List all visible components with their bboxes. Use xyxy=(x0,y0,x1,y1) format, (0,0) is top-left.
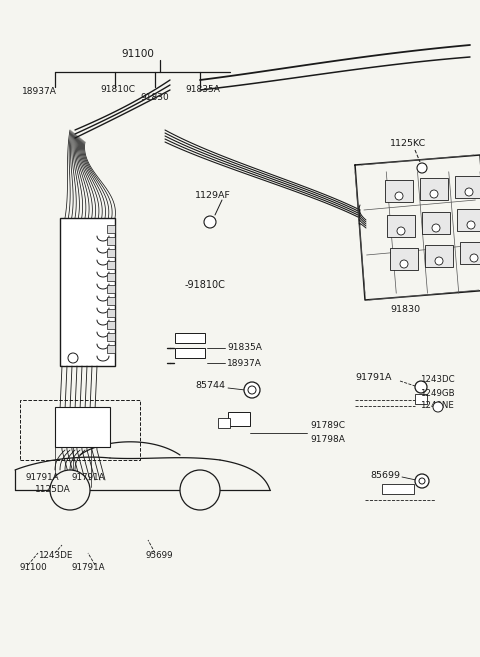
Text: 91791A: 91791A xyxy=(25,472,59,482)
Text: 1243DC: 1243DC xyxy=(420,376,455,384)
Text: 1249NE: 1249NE xyxy=(420,401,454,411)
Text: 91791A: 91791A xyxy=(355,373,392,382)
Text: 91798A: 91798A xyxy=(310,436,345,445)
Circle shape xyxy=(400,260,408,268)
Bar xyxy=(107,237,115,245)
Text: 85744: 85744 xyxy=(195,380,225,390)
Circle shape xyxy=(50,470,90,510)
Bar xyxy=(460,242,480,264)
Text: 1125KC: 1125KC xyxy=(390,139,426,148)
Text: 1129AF: 1129AF xyxy=(195,191,231,200)
Circle shape xyxy=(432,224,440,232)
Circle shape xyxy=(470,254,478,262)
Text: 1249GB: 1249GB xyxy=(420,388,455,397)
Text: 91791A: 91791A xyxy=(72,564,106,572)
Text: 91789C: 91789C xyxy=(310,420,345,430)
Bar xyxy=(415,394,427,404)
Text: 85699: 85699 xyxy=(370,470,400,480)
Bar xyxy=(107,345,115,353)
Bar xyxy=(382,484,414,494)
Bar xyxy=(107,285,115,293)
Circle shape xyxy=(180,470,220,510)
Bar xyxy=(107,261,115,269)
Bar xyxy=(107,249,115,257)
Bar xyxy=(107,333,115,341)
Bar xyxy=(455,176,480,198)
Circle shape xyxy=(244,382,260,398)
Text: 91810C: 91810C xyxy=(100,85,135,93)
Circle shape xyxy=(415,474,429,488)
Bar xyxy=(107,321,115,329)
Bar xyxy=(55,407,110,447)
Bar xyxy=(107,297,115,305)
Circle shape xyxy=(433,402,443,412)
Bar xyxy=(425,245,453,267)
Circle shape xyxy=(248,386,256,394)
Text: 1243DE: 1243DE xyxy=(38,551,72,560)
Text: 91100: 91100 xyxy=(20,564,48,572)
Bar xyxy=(457,209,480,231)
Bar xyxy=(422,212,450,234)
Text: 18937A: 18937A xyxy=(227,359,262,367)
Text: 91100: 91100 xyxy=(121,49,155,59)
Bar xyxy=(175,333,205,343)
Text: 91830: 91830 xyxy=(140,93,169,101)
Circle shape xyxy=(204,216,216,228)
Circle shape xyxy=(435,257,443,265)
Bar xyxy=(107,309,115,317)
Circle shape xyxy=(397,227,405,235)
Bar xyxy=(390,248,418,270)
Circle shape xyxy=(68,353,78,363)
Bar xyxy=(385,180,413,202)
Text: 18937A: 18937A xyxy=(22,87,57,97)
Bar xyxy=(20,400,140,460)
Bar xyxy=(228,412,250,426)
Circle shape xyxy=(419,478,425,484)
Circle shape xyxy=(465,188,473,196)
Text: 91835A: 91835A xyxy=(185,85,220,93)
Bar xyxy=(175,348,205,358)
Text: -91810C: -91810C xyxy=(185,280,226,290)
Bar xyxy=(60,218,115,366)
Circle shape xyxy=(395,192,403,200)
Bar xyxy=(420,178,448,200)
Bar xyxy=(107,273,115,281)
Circle shape xyxy=(430,190,438,198)
Text: 91791A: 91791A xyxy=(72,472,106,482)
Circle shape xyxy=(467,221,475,229)
Bar xyxy=(107,225,115,233)
Circle shape xyxy=(417,163,427,173)
Text: 1125DA: 1125DA xyxy=(35,486,71,495)
Text: 95699: 95699 xyxy=(145,551,173,560)
Text: 91835A: 91835A xyxy=(227,344,262,353)
Bar xyxy=(218,418,230,428)
Circle shape xyxy=(415,381,427,393)
Text: 91830: 91830 xyxy=(390,306,420,315)
Bar xyxy=(387,215,415,237)
